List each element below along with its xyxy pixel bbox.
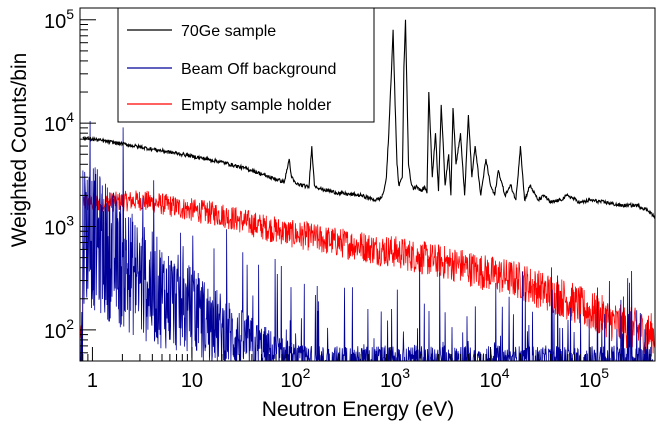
y-tick-label-0: 102 [44, 316, 74, 343]
x-tick-label-4: 104 [479, 365, 509, 392]
series-line-2 [80, 190, 655, 357]
x-axis-label: Neutron Energy (eV) [262, 398, 455, 421]
legend-label-beam-off: Beam Off background [181, 61, 336, 78]
series-line-1 [80, 120, 653, 361]
x-tick-label-3: 103 [380, 365, 410, 392]
y-tick-label-3: 105 [44, 6, 74, 33]
x-tick-label-2: 102 [280, 365, 310, 392]
y-tick-label-1: 103 [44, 213, 74, 240]
x-tick-label-1: 10 [181, 370, 203, 392]
series-layer [80, 19, 655, 361]
x-tick-label-0: 1 [87, 370, 98, 392]
legend-box [117, 7, 375, 123]
y-axis-label: Weighted Counts/bin [8, 53, 31, 248]
legend: 70Ge sample Beam Off background Empty sa… [117, 7, 375, 123]
series-line-0 [82, 19, 655, 219]
legend-label-70ge: 70Ge sample [181, 23, 276, 40]
y-tick-label-2: 104 [44, 109, 74, 136]
ticks-layer: 1 10 102 103 104 105 102 103 104 105 [44, 6, 651, 392]
legend-label-empty-holder: Empty sample holder [181, 97, 332, 114]
x-tick-label-5: 105 [579, 365, 609, 392]
